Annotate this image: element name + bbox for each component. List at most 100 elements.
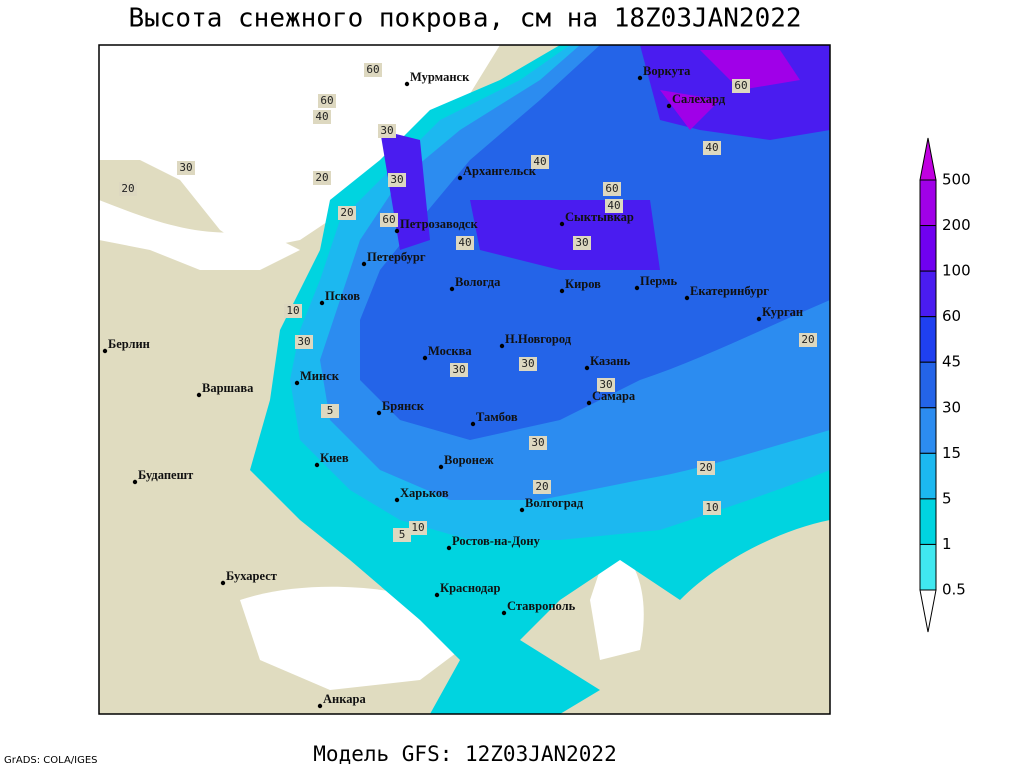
- legend: 500 200 100 60 45 30 15 5 1 0.5: [919, 137, 971, 633]
- contour-label-box: [605, 199, 623, 213]
- baltic: [99, 200, 300, 270]
- contour-label-box: [703, 501, 721, 515]
- city-dot: [499, 343, 505, 349]
- map-frame: [98, 44, 831, 715]
- city-label: Будапешт: [138, 468, 193, 482]
- city-label: Ростов-на-Дону: [452, 534, 541, 548]
- contour-label: 40: [705, 141, 718, 154]
- city-label: Брянск: [382, 399, 425, 413]
- contour-label: 60: [366, 63, 379, 76]
- contour-label-box: [393, 528, 411, 542]
- city-dot: [449, 286, 455, 292]
- city-label: Салехард: [672, 92, 726, 106]
- contour-labels: 60 60 40 30 20 30 40 20 60 40 60 40 30 10 30 30 20 30 30 30…: [119, 63, 817, 542]
- city-dot: [559, 221, 565, 227]
- contour-label: 30: [452, 363, 465, 376]
- snow-200: [660, 50, 800, 130]
- city-labels: Мурманск Воркута Салехард Архангельск Сыктыв…: [102, 64, 803, 709]
- legend-label: 45: [942, 353, 961, 371]
- legend-label: 15: [942, 444, 961, 462]
- city-dot: [422, 355, 428, 361]
- city-dot: [404, 81, 410, 87]
- city-dot: [586, 400, 592, 406]
- contour-label-box: [529, 436, 547, 450]
- contour-label-box: [378, 124, 396, 138]
- sea-north: [99, 45, 500, 250]
- legend-box: [919, 543, 937, 591]
- contour-label-box: [799, 333, 817, 347]
- city-label: Тамбов: [476, 410, 518, 424]
- city-dot: [394, 497, 400, 503]
- city-dot: [102, 348, 108, 354]
- legend-label: 100: [942, 262, 971, 280]
- city-label: Москва: [428, 344, 472, 358]
- city-label: Киров: [565, 277, 601, 291]
- city-label: Анкара: [323, 692, 366, 706]
- city-dot: [666, 103, 672, 109]
- contour-label-box: [603, 182, 621, 196]
- legend-cap-bottom: [919, 589, 937, 633]
- city-dot: [756, 316, 762, 322]
- city-label: Пермь: [640, 274, 678, 288]
- city-label: Казань: [590, 354, 631, 368]
- contour-label: 20: [340, 206, 353, 219]
- contour-label-box: [295, 335, 313, 349]
- city-dot: [559, 288, 565, 294]
- contour-label-box: [364, 63, 382, 77]
- contour-label: 60: [734, 79, 747, 92]
- contour-label-box: [597, 378, 615, 392]
- city-dot: [637, 75, 643, 81]
- contour-label: 30: [380, 124, 393, 137]
- legend-label: 500: [942, 171, 971, 189]
- contour-label-box: [531, 155, 549, 169]
- contour-label: 40: [458, 236, 471, 249]
- legend-box: [919, 452, 937, 500]
- contour-label: 30: [297, 335, 310, 348]
- city-label: Волгоград: [525, 496, 584, 510]
- credit: GrADS: COLA/IGES: [4, 755, 98, 766]
- city-dot: [294, 380, 300, 386]
- city-label: Киев: [320, 451, 349, 465]
- city-label: Псков: [325, 289, 360, 303]
- city-dot: [470, 421, 476, 427]
- title: Высота снежного покрова, см на 18Z03JAN2…: [128, 4, 801, 34]
- legend-box: [919, 498, 937, 545]
- contour-label-box: [519, 357, 537, 371]
- city-label: Берлин: [108, 337, 150, 351]
- contour-label-box: [284, 304, 302, 318]
- contour-label: 30: [575, 236, 588, 249]
- contour-label-box: [380, 213, 398, 227]
- contour-label-box: [450, 363, 468, 377]
- contour-label: 40: [607, 199, 620, 212]
- contour-label: 20: [121, 182, 134, 195]
- contour-label: 10: [286, 304, 299, 317]
- legend-box: [919, 179, 937, 227]
- contour-label: 30: [390, 173, 403, 186]
- city-label: Харьков: [400, 486, 449, 500]
- contour-label-box: [573, 236, 591, 250]
- contour-label: 20: [315, 171, 328, 184]
- contour-label-box: [318, 94, 336, 108]
- city-dot: [434, 592, 440, 598]
- city-dot: [394, 228, 400, 234]
- contour-label: 5: [399, 528, 406, 541]
- legend-box: [919, 225, 937, 272]
- contour-label-box: [703, 141, 721, 155]
- contour-label-box: [732, 79, 750, 93]
- city-label: Варшава: [202, 381, 254, 395]
- contour-label: 30: [599, 378, 612, 391]
- city-label: Самара: [592, 389, 636, 403]
- city-dot: [314, 462, 320, 468]
- legend-label: 200: [942, 216, 971, 234]
- legend-label: 1: [942, 535, 952, 553]
- legend-label: 0.5: [942, 581, 966, 599]
- legend-cap-top: [919, 137, 937, 181]
- city-dot: [584, 365, 590, 371]
- city-label: Н.Новгород: [505, 332, 572, 346]
- contour-label-box: [388, 173, 406, 187]
- legend-box: [919, 361, 937, 409]
- city-dot: [501, 610, 507, 616]
- city-dot: [634, 285, 640, 291]
- contour-label: 60: [605, 182, 618, 195]
- city-label: Мурманск: [410, 70, 470, 84]
